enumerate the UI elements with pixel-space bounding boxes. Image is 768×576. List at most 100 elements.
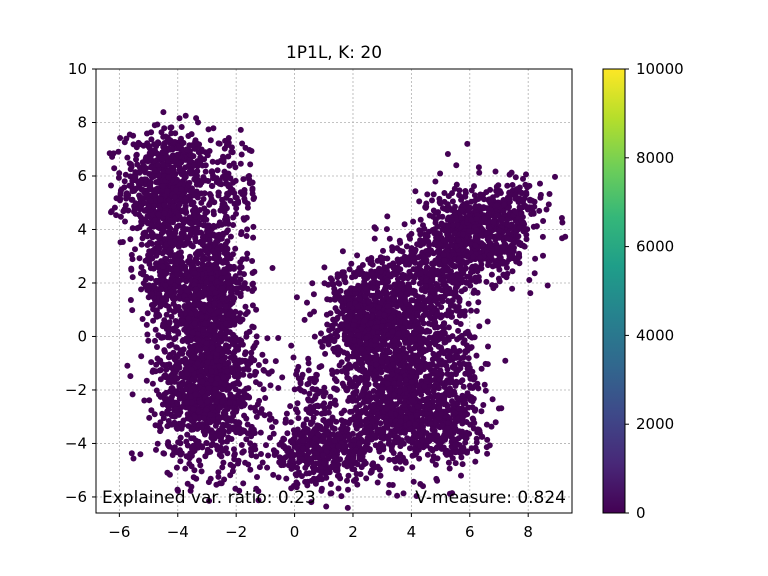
data-point: [215, 189, 222, 196]
data-point: [233, 408, 240, 415]
data-point: [176, 160, 183, 167]
data-point: [129, 274, 136, 281]
data-point: [231, 450, 238, 457]
data-point: [158, 334, 165, 341]
data-point: [377, 420, 384, 427]
data-point: [192, 414, 199, 421]
data-point: [188, 345, 195, 352]
data-point: [249, 258, 256, 264]
data-point: [294, 400, 301, 407]
data-point: [115, 174, 122, 181]
data-point: [305, 397, 312, 404]
data-point: [223, 173, 230, 180]
data-point: [183, 329, 190, 336]
data-point: [397, 282, 404, 289]
data-point: [244, 421, 251, 428]
data-point: [266, 411, 273, 418]
data-point: [195, 248, 202, 255]
data-point: [113, 212, 120, 219]
data-point: [175, 222, 182, 229]
data-point: [194, 260, 201, 267]
data-point: [384, 213, 391, 220]
data-point: [230, 160, 237, 167]
data-point: [237, 160, 244, 167]
data-point: [172, 156, 179, 163]
data-point: [394, 492, 401, 499]
data-point: [338, 493, 345, 500]
data-point: [192, 229, 199, 236]
data-point: [393, 465, 400, 472]
data-point: [247, 372, 253, 379]
data-point: [231, 456, 238, 463]
data-point: [232, 318, 239, 325]
data-point: [161, 202, 168, 209]
data-point: [280, 435, 287, 442]
data-point: [159, 410, 166, 417]
data-point: [244, 250, 251, 257]
data-point: [167, 278, 174, 285]
data-point: [121, 178, 128, 185]
data-point: [138, 194, 145, 201]
data-point: [251, 268, 258, 275]
data-point: [352, 406, 359, 413]
data-point: [224, 273, 231, 280]
data-point: [213, 239, 219, 245]
data-point: [253, 306, 260, 313]
data-point: [155, 161, 161, 168]
data-point: [148, 136, 155, 143]
data-point: [267, 382, 274, 389]
data-point: [220, 153, 226, 160]
data-point: [318, 487, 325, 494]
data-point: [224, 181, 231, 188]
data-point: [339, 248, 346, 255]
data-point: [170, 167, 177, 174]
data-point: [241, 281, 248, 288]
data-point: [309, 430, 315, 437]
data-point: [136, 169, 143, 176]
data-point: [168, 385, 175, 392]
data-point: [239, 449, 246, 456]
data-point: [307, 403, 314, 410]
data-point: [161, 210, 168, 217]
data-point: [170, 203, 177, 210]
data-point: [121, 139, 128, 146]
data-point: [151, 217, 158, 224]
data-point: [156, 268, 163, 275]
data-point: [259, 459, 266, 466]
data-point: [136, 141, 143, 148]
data-point: [216, 219, 223, 226]
data-point: [184, 370, 190, 377]
data-point: [217, 480, 223, 487]
data-point: [153, 188, 160, 194]
data-point: [172, 374, 179, 381]
data-point: [177, 451, 184, 458]
data-point: [330, 454, 337, 461]
data-point: [149, 380, 156, 387]
data-point: [420, 320, 427, 327]
data-point: [307, 421, 314, 427]
data-point: [323, 469, 330, 476]
data-point: [180, 226, 187, 233]
data-point: [235, 200, 242, 206]
data-point: [138, 353, 145, 360]
data-point: [163, 256, 170, 263]
data-point: [249, 302, 256, 309]
data-point: [144, 256, 151, 263]
data-point: [184, 297, 191, 304]
data-point: [391, 281, 398, 288]
data-point: [291, 430, 298, 437]
data-point: [169, 145, 175, 152]
data-point: [240, 428, 246, 435]
data-point: [146, 226, 153, 233]
data-point: [275, 385, 282, 391]
data-point: [176, 295, 183, 302]
data-point: [347, 442, 354, 449]
data-point: [178, 124, 185, 130]
data-point: [212, 289, 219, 296]
data-point: [139, 316, 146, 322]
data-point: [368, 436, 375, 443]
data-point: [216, 302, 223, 309]
data-point: [417, 481, 424, 487]
data-point: [318, 363, 325, 370]
data-point: [222, 360, 229, 367]
